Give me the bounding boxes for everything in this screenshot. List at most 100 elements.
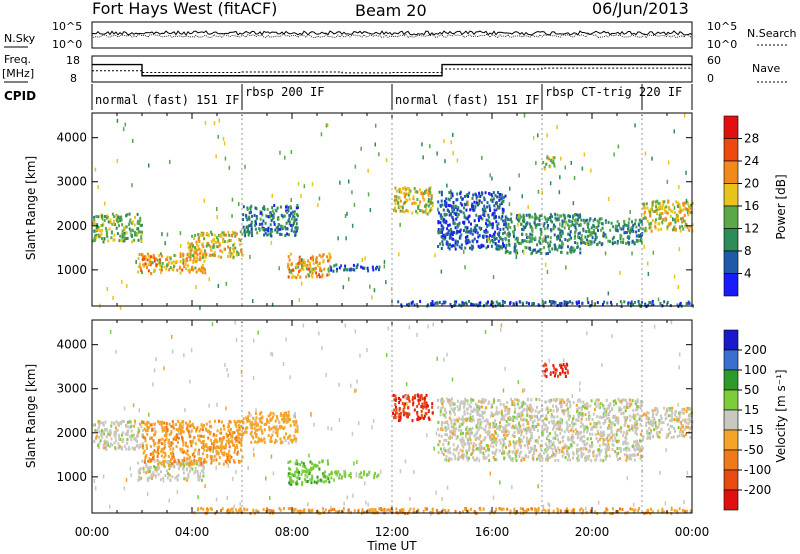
heatmap-cell bbox=[589, 242, 592, 246]
heatmap-cell bbox=[269, 413, 272, 417]
heatmap-cell bbox=[367, 473, 370, 477]
heatmap-cell bbox=[131, 446, 134, 450]
heatmap-cell bbox=[192, 244, 194, 248]
heatmap-cell bbox=[635, 426, 638, 430]
heatmap-cell bbox=[505, 445, 507, 449]
heatmap-cell bbox=[468, 446, 471, 450]
heatmap-cell bbox=[222, 231, 225, 235]
heatmap-cell bbox=[232, 459, 235, 463]
heatmap-cell bbox=[447, 450, 450, 454]
heatmap-cell bbox=[647, 303, 650, 307]
heatmap-cell bbox=[296, 476, 299, 480]
heatmap-cell bbox=[182, 451, 185, 454]
heatmap-cell bbox=[414, 190, 417, 194]
heatmap-cell bbox=[431, 411, 434, 415]
heatmap-cell bbox=[110, 421, 113, 425]
heatmap-cell bbox=[490, 198, 492, 202]
heatmap-cell bbox=[166, 258, 169, 261]
heatmap-cell bbox=[271, 193, 273, 198]
heatmap-cell bbox=[394, 403, 397, 407]
heatmap-cell bbox=[289, 472, 292, 476]
heatmap-cell bbox=[235, 438, 238, 442]
heatmap-cell bbox=[624, 231, 627, 234]
heatmap-cell bbox=[514, 397, 517, 401]
heatmap-cell bbox=[650, 229, 653, 233]
heatmap-cell bbox=[506, 424, 509, 428]
heatmap-cell bbox=[182, 443, 185, 447]
heatmap-cell bbox=[342, 285, 345, 290]
heatmap-cell bbox=[516, 402, 519, 406]
heatmap-cell bbox=[128, 420, 131, 424]
heatmap-cell bbox=[215, 236, 218, 240]
heatmap-cell bbox=[103, 215, 106, 218]
heatmap-cell bbox=[153, 459, 156, 463]
heatmap-cell bbox=[459, 195, 462, 199]
heatmap-cell bbox=[161, 261, 164, 265]
heatmap-cell bbox=[688, 206, 690, 210]
heatmap-cell bbox=[607, 239, 610, 243]
heatmap-cell bbox=[213, 251, 216, 254]
heatmap-cell bbox=[416, 198, 419, 201]
heatmap-cell bbox=[568, 238, 571, 241]
heatmap-cell bbox=[502, 449, 504, 453]
heatmap-cell bbox=[440, 423, 443, 427]
heatmap-cell bbox=[264, 231, 267, 235]
heatmap-cell bbox=[146, 266, 148, 270]
heatmap-cell bbox=[504, 406, 506, 410]
heatmap-cell bbox=[108, 430, 111, 434]
heatmap-cell bbox=[499, 203, 501, 207]
heatmap-cell bbox=[468, 299, 470, 303]
heatmap-cell bbox=[181, 421, 184, 425]
heatmap-cell bbox=[499, 228, 502, 231]
heatmap-cell bbox=[504, 218, 507, 222]
heatmap-cell bbox=[125, 447, 128, 451]
heatmap-cell bbox=[157, 441, 160, 445]
heatmap-cell bbox=[514, 244, 517, 248]
heatmap-cell bbox=[539, 248, 542, 251]
heatmap-cell bbox=[318, 273, 320, 277]
heatmap-cell bbox=[495, 247, 498, 251]
heatmap-cell bbox=[618, 222, 620, 226]
heatmap-cell bbox=[477, 244, 480, 248]
heatmap-cell bbox=[526, 413, 529, 417]
heatmap-cell bbox=[580, 238, 582, 242]
heatmap-cell bbox=[126, 438, 129, 441]
heatmap-cell bbox=[608, 447, 611, 451]
heatmap-cell bbox=[241, 253, 244, 257]
heatmap-cell bbox=[413, 396, 416, 400]
heatmap-cell bbox=[420, 405, 423, 409]
heatmap-cell bbox=[178, 464, 181, 468]
heatmap-cell bbox=[318, 460, 321, 464]
heatmap-cell bbox=[417, 207, 420, 210]
heatmap-cell bbox=[547, 434, 550, 438]
heatmap-cell bbox=[325, 123, 328, 128]
heatmap-cell bbox=[606, 407, 609, 411]
heatmap-cell bbox=[640, 219, 643, 223]
heatmap-cell bbox=[140, 425, 143, 429]
heatmap-cell bbox=[223, 233, 226, 237]
heatmap-cell bbox=[431, 402, 434, 406]
heatmap-cell bbox=[552, 443, 555, 447]
heatmap-cell bbox=[224, 445, 227, 449]
heatmap-cell bbox=[190, 442, 193, 446]
heatmap-cell bbox=[549, 228, 552, 232]
heatmap-cell bbox=[526, 436, 528, 440]
heatmap-cell bbox=[467, 230, 470, 234]
heatmap-cell bbox=[164, 453, 167, 457]
heatmap-cell bbox=[629, 231, 631, 235]
heatmap-cell bbox=[450, 227, 452, 231]
heatmap-cell bbox=[602, 431, 605, 435]
heatmap-cell bbox=[517, 222, 519, 227]
heatmap-cell bbox=[533, 221, 536, 225]
heatmap-cell bbox=[187, 429, 190, 433]
heatmap-cell bbox=[161, 447, 163, 451]
heatmap-cell bbox=[600, 448, 603, 452]
heatmap-cell bbox=[469, 428, 472, 432]
heatmap-cell bbox=[578, 214, 581, 218]
heatmap-cell bbox=[609, 410, 612, 413]
heatmap-cell bbox=[245, 430, 248, 434]
heatmap-cell bbox=[146, 258, 149, 262]
heatmap-cell bbox=[291, 440, 294, 444]
heatmap-cell bbox=[651, 203, 654, 207]
heatmap-cell bbox=[461, 301, 464, 305]
